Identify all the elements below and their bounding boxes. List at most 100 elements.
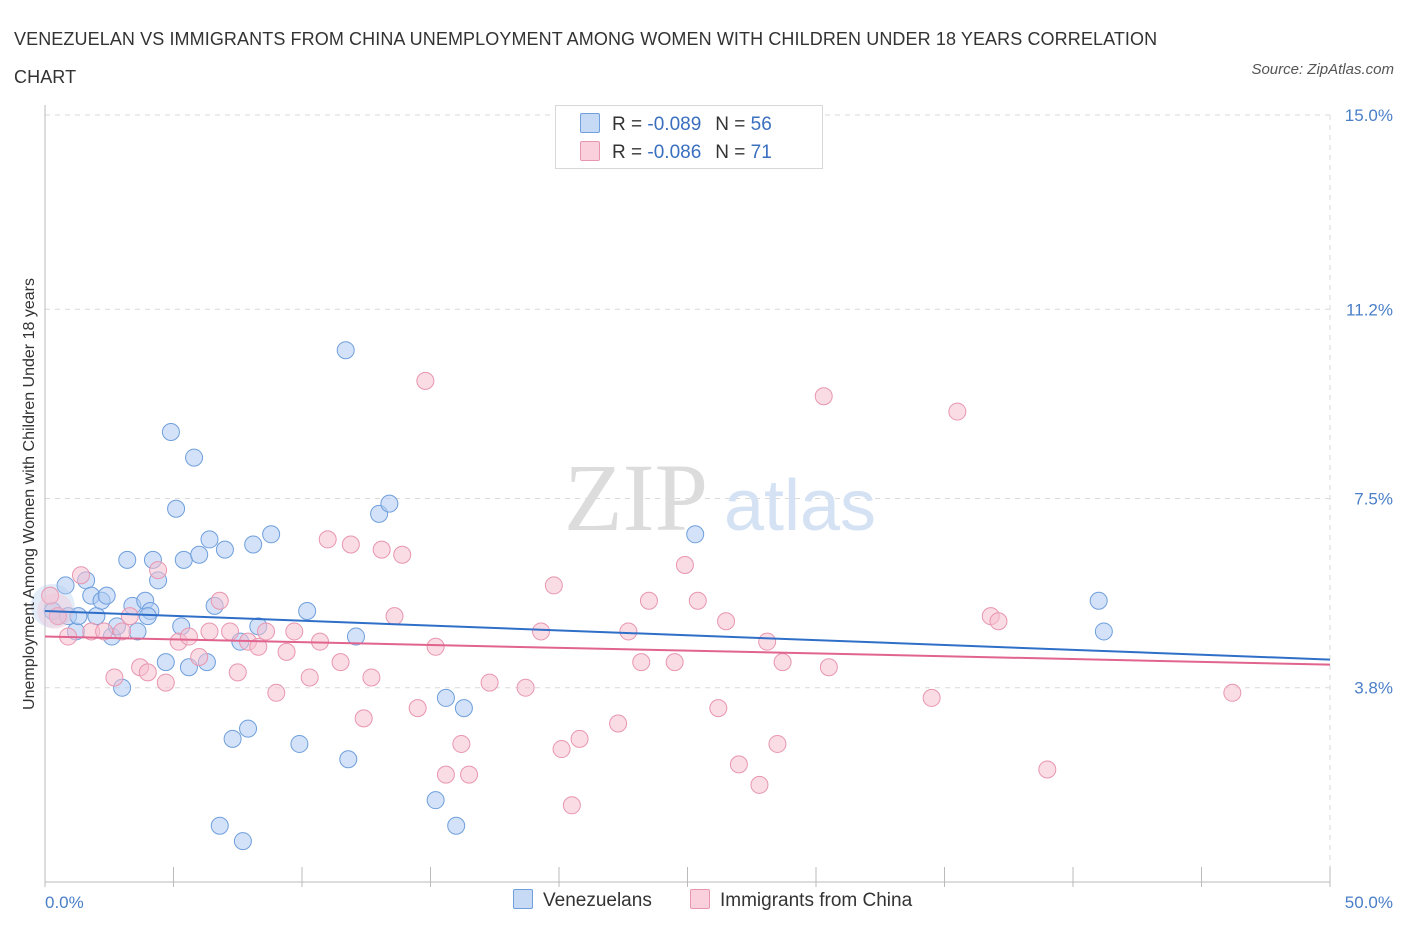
zipatlas-watermark: ZIP atlas — [564, 444, 876, 551]
china-point — [729, 755, 748, 774]
china-point — [267, 683, 286, 702]
venezuelans-point — [118, 550, 137, 569]
chart-title: VENEZUELAN VS IMMIGRANTS FROM CHINA UNEM… — [14, 29, 1158, 87]
legend-label-china: Immigrants from China — [720, 890, 913, 911]
legend-r-label: R = — [612, 114, 643, 135]
y-tick-label: 15.0% — [1345, 106, 1393, 125]
y-axis-label: Unemployment Among Women with Children U… — [21, 278, 38, 710]
china-point — [1223, 683, 1242, 702]
china-point — [277, 642, 296, 661]
y-tick-label: 11.2% — [1346, 300, 1393, 319]
venezuelans-point — [454, 699, 473, 718]
tick-labels: 3.8% 7.5% 11.2% 15.0% 0.0% 50.0% — [45, 106, 1393, 912]
china-trend-line — [44, 635, 1331, 666]
china-point — [331, 653, 350, 672]
venezuelans-point — [223, 729, 242, 748]
legend-item-venezuelans: Venezuelans — [513, 889, 652, 912]
venezuelans-point — [239, 719, 258, 738]
china-point — [460, 765, 479, 784]
china-point — [532, 622, 551, 641]
venezuelans-point — [128, 622, 147, 641]
china-point — [452, 734, 471, 753]
china-point — [210, 591, 229, 610]
legend-n-label: N = — [715, 142, 746, 163]
venezuelans-point — [426, 791, 445, 810]
china-point — [249, 637, 268, 656]
china-point — [149, 561, 168, 580]
china-point — [362, 668, 381, 687]
venezuelans-point — [244, 535, 263, 554]
axes — [44, 105, 1331, 887]
china-point — [688, 591, 707, 610]
china-point — [120, 607, 139, 626]
watermark-atlas: atlas — [724, 466, 876, 546]
china-point — [516, 678, 535, 697]
china-point — [318, 530, 337, 549]
venezuelans-point — [138, 607, 157, 626]
x-tick-label: 0.0% — [45, 893, 84, 912]
x-tick-label: 50.0% — [1345, 893, 1393, 912]
legend-n-label: N = — [715, 114, 746, 135]
legend-r-label: R = — [612, 142, 643, 163]
venezuelans-point — [346, 627, 365, 646]
legend-swatch-pink — [580, 141, 600, 161]
venezuelans-point — [161, 423, 180, 442]
china-point — [341, 535, 360, 554]
china-point — [717, 612, 736, 631]
venezuelans-point — [156, 653, 175, 672]
china-point — [200, 622, 219, 641]
china-point — [632, 653, 651, 672]
china-point — [393, 545, 412, 564]
china-point — [408, 699, 427, 718]
china-point — [105, 668, 124, 687]
china-point — [372, 540, 391, 559]
china-point — [619, 622, 638, 641]
china-point — [385, 607, 404, 626]
china-point — [675, 555, 694, 574]
china-point — [221, 622, 240, 641]
series-legend: Venezuelans Immigrants from China — [0, 889, 1406, 915]
legend-row-venezuelans: R = -0.089 N = 56 — [580, 113, 772, 139]
correlation-legend: R = -0.089 N = 56 R = -0.086 N = 71 — [555, 105, 823, 169]
legend-swatch-pink — [690, 889, 710, 909]
china-point — [609, 714, 628, 733]
legend-swatch-blue — [513, 889, 533, 909]
legend-swatch-blue — [580, 113, 600, 133]
venezuelans-point — [215, 540, 234, 559]
china-point — [989, 612, 1008, 631]
venezuelans-point — [380, 494, 399, 513]
watermark-zip: ZIP — [564, 444, 708, 551]
venezuelans-point — [97, 586, 116, 605]
china-point — [948, 402, 967, 421]
china-point — [709, 699, 728, 718]
venezuelans-point — [233, 832, 252, 851]
venezuelans-point — [167, 499, 186, 518]
china-point — [480, 673, 499, 692]
china-point — [562, 796, 581, 815]
china-point — [190, 648, 209, 667]
china-point — [570, 729, 589, 748]
china-point — [95, 622, 114, 641]
venezuelans-point — [1089, 591, 1108, 610]
venezuelans-point — [190, 545, 209, 564]
china-point — [819, 658, 838, 677]
venezuelans-trend-line — [44, 609, 1331, 661]
venezuelans-point — [1094, 622, 1113, 641]
venezuelans-point — [262, 525, 281, 544]
venezuelans-point — [447, 816, 466, 835]
venezuelans-point — [200, 530, 219, 549]
legend-row-china: R = -0.086 N = 71 — [580, 141, 772, 167]
legend-label-venezuelans: Venezuelans — [543, 890, 652, 911]
china-point — [665, 653, 684, 672]
china-point — [300, 668, 319, 687]
china-point — [41, 586, 60, 605]
china-point — [179, 627, 198, 646]
venezuelans-point — [339, 750, 358, 769]
china-point — [416, 371, 435, 390]
venezuelans-points — [30, 341, 1113, 851]
venezuelans-point — [298, 601, 317, 620]
venezuelans-point — [210, 816, 229, 835]
china-point — [71, 566, 90, 585]
china-point — [1038, 760, 1057, 779]
